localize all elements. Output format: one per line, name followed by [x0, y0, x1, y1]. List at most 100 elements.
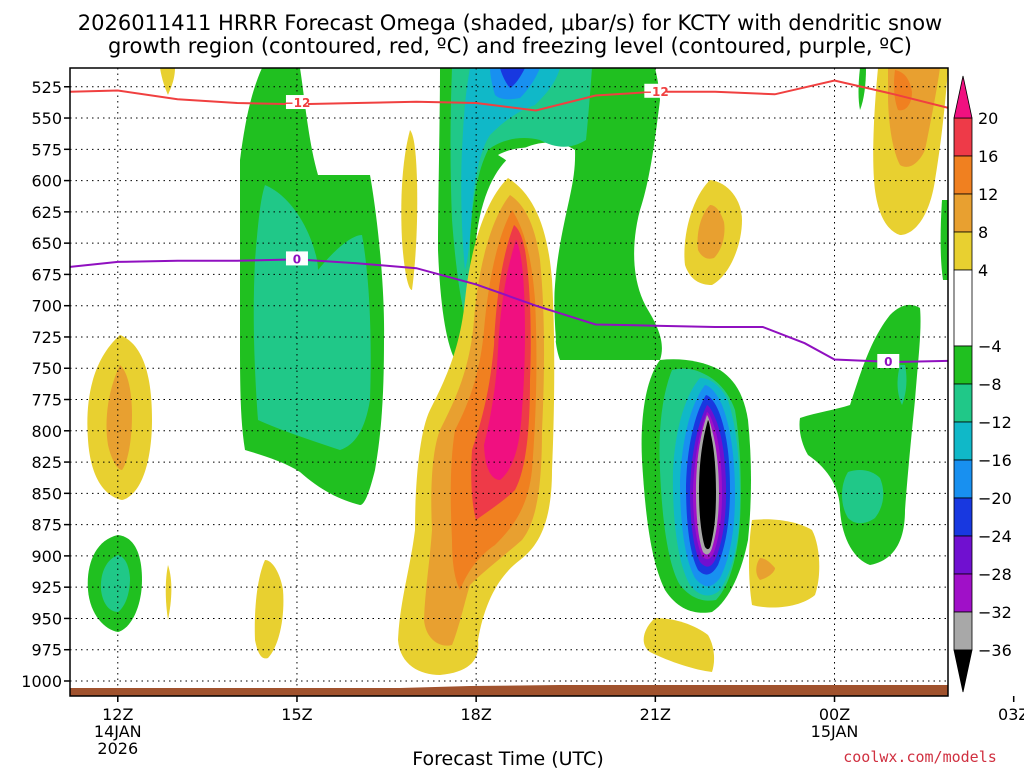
- colorbar-bottom-arrow: [953, 649, 973, 693]
- omega-region-amber-00z-up: [697, 205, 725, 259]
- y-tick-label-875: 875: [31, 516, 62, 535]
- x-tick-label-21Z: 21Z: [640, 705, 671, 724]
- y-tick-label-575: 575: [31, 140, 62, 159]
- colorbar-band-10: [953, 535, 973, 575]
- colorbar-band-0: [953, 117, 973, 157]
- surface-ground-strip: [70, 685, 948, 696]
- y-axis: 525 550 575 600 625 650 675 700 725 750 775 800 825 8…: [21, 78, 70, 691]
- dgz-label-0: −12: [284, 96, 311, 110]
- y-tick-label-675: 675: [31, 265, 62, 284]
- colorbar-band-2: [953, 193, 973, 233]
- colorbar-top-arrow: [953, 75, 973, 119]
- omega-region-magenta-20z: [484, 240, 525, 480]
- omega-region-green-03z: [799, 304, 921, 565]
- frz-label-0-bg: [285, 251, 308, 266]
- omega-region-green-right-top: [858, 68, 866, 110]
- gridlines-vertical: [117, 68, 836, 696]
- x-tick-date-00Z: 15JAN: [811, 722, 859, 741]
- chart-title-line2: growth region (contoured, red, ºC) and f…: [108, 34, 912, 58]
- omega-shading: [87, 68, 948, 675]
- omega-region-green-right-edge: [940, 200, 948, 280]
- colorbar-band-5: [953, 345, 973, 385]
- y-tick-label-550: 550: [31, 109, 62, 128]
- colorbar-band-6: [953, 383, 973, 423]
- y-tick-label-900: 900: [31, 547, 62, 566]
- freezing-level-contour: [70, 258, 948, 364]
- frz-label-1-bg: [877, 353, 900, 368]
- colorbar-band-8: [953, 459, 973, 499]
- x-axis-title: Forecast Time (UTC): [412, 748, 603, 768]
- colorbar-band-12: [953, 611, 973, 651]
- dgz-label-1-bg: [644, 83, 667, 98]
- x-tick-date-12Z: 14JAN: [94, 722, 142, 741]
- omega-region-yellow-01z-low: [749, 519, 820, 608]
- omega-region-yellow-top: [160, 68, 175, 95]
- colorbar-label-1: 16: [978, 147, 998, 166]
- y-tick-label-725: 725: [31, 328, 62, 347]
- omega-region-cyan-21z: [461, 68, 560, 270]
- colorbar-label-4: 4: [978, 261, 988, 280]
- y-tick-label-975: 975: [31, 641, 62, 660]
- colorbar-band-4: [953, 269, 973, 347]
- colorbar-label-11: −28: [978, 565, 1012, 584]
- colorbar-label-8: −16: [978, 451, 1012, 470]
- colorbar: 20 16 12 8 4 −4 −8 −12 −16 −20 −24 −28 −32 −36: [953, 75, 1012, 693]
- colorbar-band-11: [953, 573, 973, 613]
- dgz-label-1: −12: [642, 85, 669, 99]
- colorbar-band-9: [953, 497, 973, 537]
- y-tick-label-600: 600: [31, 172, 62, 191]
- colorbar-band-3: [953, 231, 973, 271]
- omega-region-orange-04z: [894, 70, 912, 111]
- colorbar-label-12: −32: [978, 603, 1012, 622]
- colorbar-label-13: −36: [978, 641, 1012, 660]
- x-tick-label-00Z: 00Z: [819, 705, 850, 724]
- credit-text: coolwx.com/models: [843, 748, 997, 766]
- colorbar-label-9: −20: [978, 489, 1012, 508]
- y-tick-label-775: 775: [31, 391, 62, 410]
- chart-title-line1: 2026011411 HRRR Forecast Omega (shaded, …: [78, 11, 942, 35]
- colorbar-label-6: −8: [978, 375, 1002, 394]
- frz-label-1: 0: [884, 355, 892, 369]
- omega-region-yellow-18z: [401, 130, 418, 290]
- plot-frame: [69, 67, 949, 697]
- colorbar-label-10: −24: [978, 527, 1012, 546]
- omega-region-teal-03z: [842, 470, 884, 524]
- colorbar-band-1: [953, 155, 973, 195]
- x-tick-label-03Z: 03Z: [998, 705, 1024, 724]
- y-tick-label-850: 850: [31, 484, 62, 503]
- y-tick-label-525: 525: [31, 78, 62, 97]
- omega-region-amber-01z-low: [756, 558, 775, 580]
- omega-region-darkblue-21z: [500, 68, 525, 88]
- y-tick-label-925: 925: [31, 578, 62, 597]
- y-tick-label-650: 650: [31, 234, 62, 253]
- dgz-label-0-bg: [285, 95, 308, 110]
- colorbar-label-3: 8: [978, 223, 988, 242]
- omega-region-black-00z: [699, 420, 716, 550]
- x-tick-label-12Z: 12Z: [102, 705, 133, 724]
- x-tick-label-18Z: 18Z: [460, 705, 491, 724]
- frz-label-0: 0: [293, 252, 301, 266]
- y-tick-label-1000: 1000: [21, 672, 62, 691]
- omega-region-teal-15z: [253, 185, 371, 450]
- y-tick-label-700: 700: [31, 297, 62, 316]
- omega-region-yellow-sliver: [165, 565, 172, 620]
- colorbar-label-7: −12: [978, 413, 1012, 432]
- colorbar-label-2: 12: [978, 185, 998, 204]
- gridlines-horizontal: [70, 86, 948, 682]
- colorbar-label-5: −4: [978, 337, 1002, 356]
- omega-region-yellow-15z-low: [254, 560, 284, 659]
- omega-region-orange-left: [106, 365, 132, 470]
- y-tick-label-625: 625: [31, 203, 62, 222]
- y-tick-label-950: 950: [31, 609, 62, 628]
- y-tick-label-800: 800: [31, 422, 62, 441]
- omega-region-yellow-00z-bottom: [643, 618, 715, 672]
- colorbar-band-7: [953, 421, 973, 461]
- colorbar-label-0: 20: [978, 109, 998, 128]
- x-tick-label-15Z: 15Z: [281, 705, 312, 724]
- omega-region-teal-04z: [897, 365, 907, 405]
- dgz-minus12-contour: [70, 79, 948, 112]
- y-tick-label-750: 750: [31, 359, 62, 378]
- x-tick-year-12Z: 2026: [97, 739, 138, 758]
